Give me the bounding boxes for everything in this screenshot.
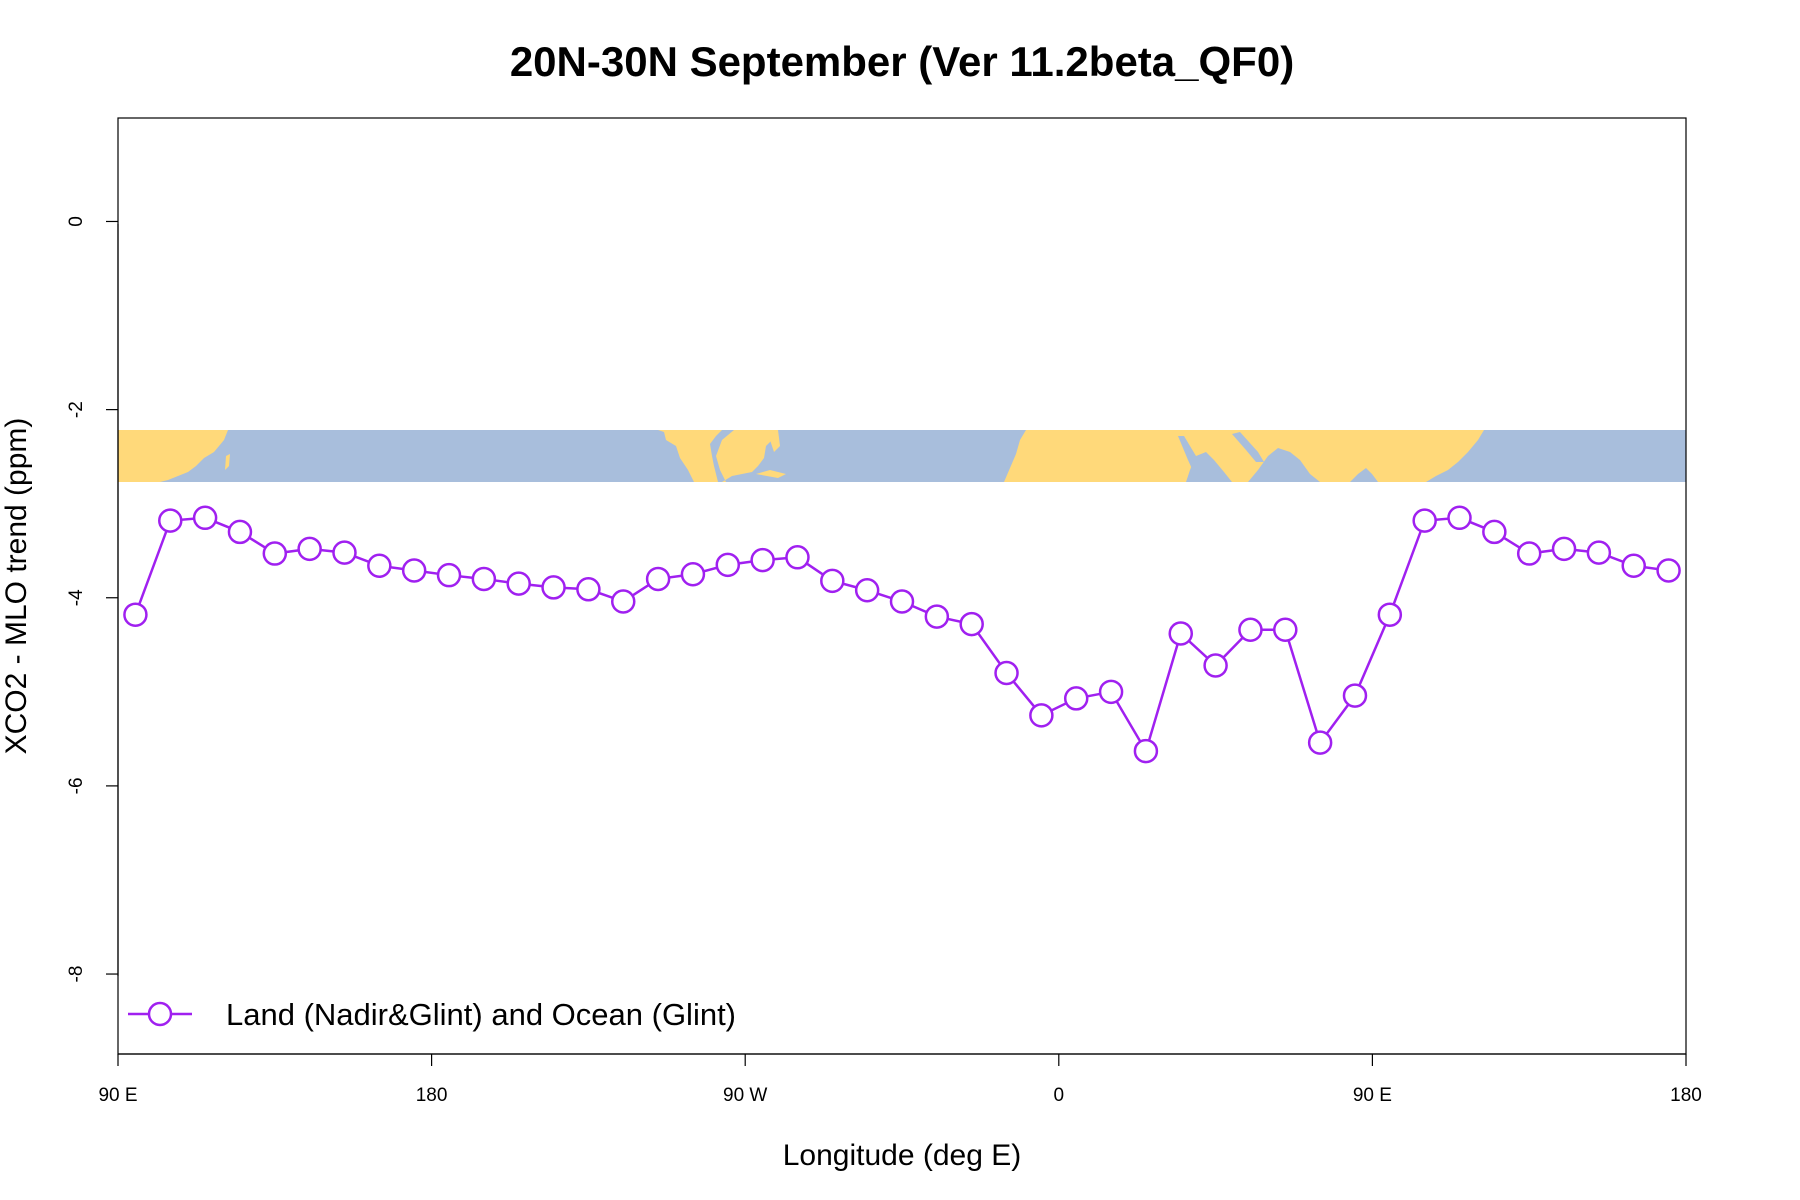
data-point bbox=[332, 540, 357, 565]
x-tick-label: 180 bbox=[416, 1085, 448, 1106]
land-asia-east bbox=[118, 430, 228, 482]
land-florida bbox=[770, 430, 780, 452]
data-point bbox=[680, 561, 706, 587]
data-point bbox=[854, 577, 880, 603]
data-point bbox=[889, 589, 915, 614]
data-point bbox=[820, 568, 845, 594]
y-tick-label: -6 bbox=[66, 777, 87, 794]
x-tick-label: 90 E bbox=[98, 1085, 137, 1106]
data-point bbox=[401, 558, 427, 583]
data-point bbox=[1168, 621, 1194, 646]
data-point bbox=[924, 604, 950, 629]
data-point bbox=[1482, 519, 1507, 545]
data-point bbox=[1586, 540, 1612, 565]
y-tick-label: -2 bbox=[66, 401, 87, 418]
data-point bbox=[506, 571, 531, 596]
data-point bbox=[1412, 508, 1437, 533]
data-point bbox=[1098, 679, 1124, 705]
x-tick-label: 90 E bbox=[1353, 1085, 1392, 1106]
data-point bbox=[227, 519, 253, 545]
x-tick-label: 0 bbox=[1054, 1085, 1065, 1106]
legend: Land (Nadir&Glint) and Ocean (Glint) bbox=[128, 997, 736, 1032]
data-point bbox=[471, 566, 497, 592]
data-point bbox=[158, 508, 183, 533]
data-point bbox=[1621, 553, 1646, 579]
data-point bbox=[297, 536, 322, 562]
x-axis: 90 E 180 90 W 0 90 E 180 bbox=[98, 1053, 1702, 1106]
x-axis-label: Longitude (deg E) bbox=[783, 1139, 1022, 1172]
legend-label: Land (Nadir&Glint) and Ocean (Glint) bbox=[226, 997, 736, 1032]
data-point bbox=[541, 575, 566, 600]
land-north-america bbox=[658, 430, 780, 482]
sea-persian-gulf bbox=[1232, 432, 1264, 462]
data-point bbox=[1203, 653, 1228, 678]
data-point bbox=[715, 552, 741, 578]
data-point bbox=[1307, 730, 1333, 755]
data-point bbox=[123, 602, 148, 627]
plot-frame bbox=[117, 117, 1687, 1055]
data-point bbox=[1273, 617, 1298, 642]
sea-red-sea bbox=[1178, 436, 1204, 482]
y-axis: 0 -2 -4 -6 -8 bbox=[66, 216, 119, 983]
data-point bbox=[994, 660, 1019, 686]
data-point bbox=[1656, 558, 1681, 583]
chart-title: 20N-30N September (Ver 11.2beta_QF0) bbox=[510, 38, 1294, 85]
data-series bbox=[123, 505, 1681, 764]
data-point bbox=[192, 505, 218, 531]
land-cuba bbox=[756, 470, 786, 478]
data-point bbox=[1133, 738, 1159, 764]
data-point bbox=[959, 611, 984, 637]
x-tick-label: 180 bbox=[1670, 1085, 1702, 1106]
data-point bbox=[1029, 703, 1054, 728]
data-point bbox=[1342, 683, 1368, 708]
data-point bbox=[1516, 541, 1542, 566]
y-axis-label: XCO2 - MLO trend (ppm) bbox=[0, 418, 33, 755]
data-point bbox=[610, 589, 636, 614]
series-line bbox=[134, 516, 1669, 755]
data-point bbox=[436, 562, 462, 588]
land-taiwan bbox=[225, 454, 230, 470]
x-tick-label: 90 W bbox=[723, 1085, 767, 1106]
data-point bbox=[1377, 602, 1403, 627]
y-tick-label: -8 bbox=[66, 966, 87, 983]
data-point bbox=[1063, 686, 1089, 711]
data-point bbox=[750, 547, 775, 573]
data-point bbox=[1447, 505, 1472, 531]
data-point bbox=[1238, 617, 1263, 642]
data-point bbox=[785, 545, 810, 570]
world-map-strip bbox=[118, 430, 1686, 482]
y-tick-label: -4 bbox=[66, 589, 87, 606]
data-point bbox=[262, 541, 288, 566]
data-point bbox=[576, 577, 601, 602]
data-point bbox=[367, 553, 392, 579]
land-africa-asia bbox=[1004, 430, 1484, 482]
data-point bbox=[645, 566, 671, 592]
data-point bbox=[1551, 536, 1577, 562]
legend-marker bbox=[147, 1001, 173, 1027]
y-tick-label: 0 bbox=[66, 216, 87, 227]
